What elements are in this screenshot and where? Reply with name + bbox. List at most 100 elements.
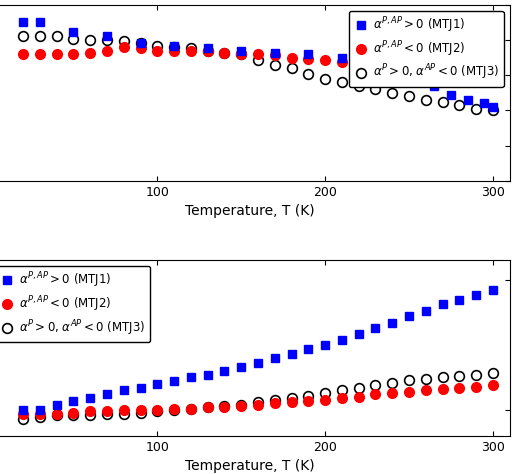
$\alpha^{P,AP}>0$ (MTJ1) [137,41,144,46]
$\alpha^{P,AP}>0$ (MTJ1) [238,364,244,370]
$\alpha^{P}>0$, $\alpha^{AP}<0$ (MTJ3) [204,404,211,410]
Line: $\alpha^{P}>0$, $\alpha^{AP}<0$ (MTJ3): $\alpha^{P}>0$, $\alpha^{AP}<0$ (MTJ3) [18,369,498,424]
$\alpha^{P,AP}>0$ (MTJ1) [87,395,94,401]
$\alpha^{P,AP}>0$ (MTJ1) [431,83,437,89]
$\alpha^{P,AP}>0$ (MTJ1) [204,46,211,51]
$\alpha^{P,AP}<0$ (MTJ2) [70,51,76,57]
$\alpha^{P,AP}<0$ (MTJ2) [154,407,161,413]
$\alpha^{P,AP}<0$ (MTJ2) [490,383,496,388]
$\alpha^{P,AP}>0$ (MTJ1) [222,368,228,374]
$\alpha^{P,AP}<0$ (MTJ2) [222,50,228,55]
$\alpha^{P}>0$, $\alpha^{AP}<0$ (MTJ3) [54,34,60,39]
$\alpha^{P,AP}>0$ (MTJ1) [204,372,211,378]
$\alpha^{P,AP}<0$ (MTJ2) [70,410,76,415]
$\alpha^{P,AP}<0$ (MTJ2) [456,73,462,78]
$\alpha^{P}>0$, $\alpha^{AP}<0$ (MTJ3) [339,388,345,393]
$\alpha^{P,AP}>0$ (MTJ1) [238,48,244,54]
$\alpha^{P,AP}<0$ (MTJ2) [137,46,144,51]
$\alpha^{P,AP}<0$ (MTJ2) [171,48,177,54]
$\alpha^{P,AP}>0$ (MTJ1) [70,398,76,404]
$\alpha^{P,AP}>0$ (MTJ1) [171,378,177,384]
$\alpha^{P,AP}>0$ (MTJ1) [171,43,177,48]
$\alpha^{P,AP}>0$ (MTJ1) [188,374,194,380]
$\alpha^{P,AP}>0$ (MTJ1) [482,100,488,106]
$\alpha^{P,AP}>0$ (MTJ1) [255,360,261,366]
$\alpha^{P}>0$, $\alpha^{AP}<0$ (MTJ3) [70,412,76,418]
$\alpha^{P,AP}>0$ (MTJ1) [70,28,76,34]
$\alpha^{P}>0$, $\alpha^{AP}<0$ (MTJ3) [87,412,94,418]
$\alpha^{P}>0$, $\alpha^{AP}<0$ (MTJ3) [305,71,311,77]
$\alpha^{P}>0$, $\alpha^{AP}<0$ (MTJ3) [222,403,228,409]
$\alpha^{P,AP}<0$ (MTJ2) [305,56,311,62]
$\alpha^{P}>0$, $\alpha^{AP}<0$ (MTJ3) [372,383,379,388]
$\alpha^{P,AP}>0$ (MTJ1) [121,388,127,393]
$\alpha^{P,AP}>0$ (MTJ1) [322,342,328,347]
$\alpha^{P}>0$, $\alpha^{AP}<0$ (MTJ3) [490,108,496,113]
$\alpha^{P,AP}<0$ (MTJ2) [339,395,345,401]
$\alpha^{P}>0$, $\alpha^{AP}<0$ (MTJ3) [406,93,412,99]
$\alpha^{P}>0$, $\alpha^{AP}<0$ (MTJ3) [356,83,362,89]
Line: $\alpha^{P,AP}<0$ (MTJ2): $\alpha^{P,AP}<0$ (MTJ2) [18,42,498,83]
$\alpha^{P}>0$, $\alpha^{AP}<0$ (MTJ3) [439,374,446,380]
$\alpha^{P}>0$, $\alpha^{AP}<0$ (MTJ3) [322,390,328,396]
$\alpha^{P,AP}>0$ (MTJ1) [490,104,496,109]
$\alpha^{P}>0$, $\alpha^{AP}<0$ (MTJ3) [339,79,345,85]
$\alpha^{P,AP}>0$ (MTJ1) [20,19,27,25]
$\alpha^{P,AP}>0$ (MTJ1) [439,301,446,307]
$\alpha^{P}>0$, $\alpha^{AP}<0$ (MTJ3) [289,65,295,71]
$\alpha^{P}>0$, $\alpha^{AP}<0$ (MTJ3) [456,373,462,379]
$\alpha^{P}>0$, $\alpha^{AP}<0$ (MTJ3) [188,406,194,411]
$\alpha^{P}>0$, $\alpha^{AP}<0$ (MTJ3) [121,38,127,44]
$\alpha^{P,AP}>0$ (MTJ1) [464,97,471,103]
$\alpha^{P}>0$, $\alpha^{AP}<0$ (MTJ3) [154,409,161,414]
$\alpha^{P,AP}>0$ (MTJ1) [305,51,311,57]
$\alpha^{P}>0$, $\alpha^{AP}<0$ (MTJ3) [289,395,295,401]
$\alpha^{P}>0$, $\alpha^{AP}<0$ (MTJ3) [389,380,395,385]
$\alpha^{P}>0$, $\alpha^{AP}<0$ (MTJ3) [104,411,110,417]
$\alpha^{P,AP}>0$ (MTJ1) [448,92,454,98]
$\alpha^{P}>0$, $\alpha^{AP}<0$ (MTJ3) [255,399,261,405]
$\alpha^{P,AP}<0$ (MTJ2) [37,411,43,417]
$\alpha^{P}>0$, $\alpha^{AP}<0$ (MTJ3) [70,36,76,41]
$\alpha^{P,AP}>0$ (MTJ1) [37,19,43,25]
$\alpha^{P}>0$, $\alpha^{AP}<0$ (MTJ3) [87,37,94,43]
$\alpha^{P,AP}>0$ (MTJ1) [305,346,311,352]
$\alpha^{P,AP}<0$ (MTJ2) [305,398,311,404]
$\alpha^{P,AP}>0$ (MTJ1) [37,407,43,413]
$\alpha^{P,AP}<0$ (MTJ2) [204,48,211,54]
$\alpha^{P,AP}>0$ (MTJ1) [289,351,295,357]
$\alpha^{P,AP}<0$ (MTJ2) [271,53,278,58]
$\alpha^{P,AP}<0$ (MTJ2) [37,51,43,57]
$\alpha^{P,AP}<0$ (MTJ2) [188,48,194,54]
$\alpha^{P,AP}<0$ (MTJ2) [20,411,27,417]
$\alpha^{P,AP}>0$ (MTJ1) [456,298,462,303]
$\alpha^{P,AP}<0$ (MTJ2) [289,399,295,405]
$\alpha^{P,AP}<0$ (MTJ2) [356,62,362,67]
$\alpha^{P,AP}<0$ (MTJ2) [171,406,177,411]
$\alpha^{P,AP}>0$ (MTJ1) [271,50,278,55]
$\alpha^{P,AP}>0$ (MTJ1) [389,320,395,326]
$\alpha^{P,AP}>0$ (MTJ1) [339,337,345,342]
$\alpha^{P,AP}<0$ (MTJ2) [255,51,261,57]
$\alpha^{P}>0$, $\alpha^{AP}<0$ (MTJ3) [104,37,110,43]
$\alpha^{P}>0$, $\alpha^{AP}<0$ (MTJ3) [37,34,43,39]
$\alpha^{P}>0$, $\alpha^{AP}<0$ (MTJ3) [154,43,161,48]
$\alpha^{P}>0$, $\alpha^{AP}<0$ (MTJ3) [238,402,244,408]
$\alpha^{P,AP}<0$ (MTJ2) [255,402,261,408]
$\alpha^{P}>0$, $\alpha^{AP}<0$ (MTJ3) [222,50,228,55]
$\alpha^{P}>0$, $\alpha^{AP}<0$ (MTJ3) [20,34,27,39]
$\alpha^{P,AP}>0$ (MTJ1) [104,34,110,39]
$\alpha^{P,AP}>0$ (MTJ1) [104,392,110,397]
$\alpha^{P,AP}<0$ (MTJ2) [389,390,395,396]
$\alpha^{P,AP}>0$ (MTJ1) [339,55,345,60]
$\alpha^{P,AP}<0$ (MTJ2) [356,394,362,400]
$\alpha^{P,AP}<0$ (MTJ2) [104,48,110,54]
$\alpha^{P,AP}>0$ (MTJ1) [54,402,60,408]
Line: $\alpha^{P,AP}>0$ (MTJ1): $\alpha^{P,AP}>0$ (MTJ1) [19,18,497,111]
$\alpha^{P}>0$, $\alpha^{AP}<0$ (MTJ3) [473,372,479,378]
$\alpha^{P}>0$, $\alpha^{AP}<0$ (MTJ3) [271,62,278,67]
$\alpha^{P}>0$, $\alpha^{AP}<0$ (MTJ3) [456,102,462,108]
$\alpha^{P,AP}>0$ (MTJ1) [490,287,496,293]
$\alpha^{P}>0$, $\alpha^{AP}<0$ (MTJ3) [305,393,311,399]
$\alpha^{P}>0$, $\alpha^{AP}<0$ (MTJ3) [171,407,177,413]
